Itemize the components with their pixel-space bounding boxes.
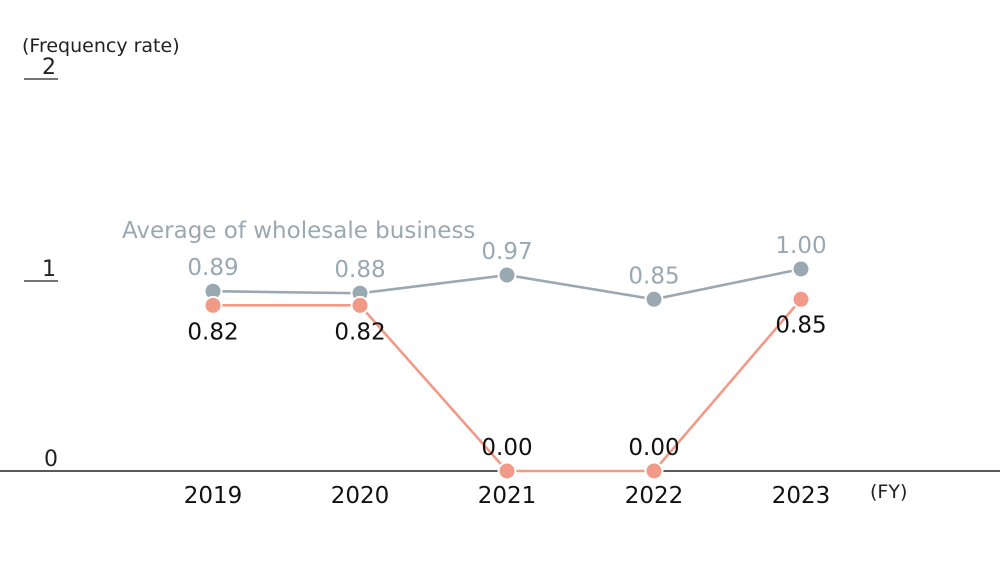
data-label-s1-2022: 0.00 bbox=[628, 435, 679, 461]
data-label-s0-2023: 1.00 bbox=[775, 233, 826, 259]
data-point-s1-2022 bbox=[644, 461, 664, 481]
series-name-label-0: Average of wholesale business bbox=[122, 218, 475, 244]
x-tick-label-2023: 2023 bbox=[772, 483, 831, 509]
data-point-s1-2020 bbox=[350, 295, 370, 315]
data-point-s0-2021 bbox=[497, 265, 517, 285]
data-point-s0-2023 bbox=[791, 259, 811, 279]
data-label-s1-2023: 0.85 bbox=[775, 312, 826, 338]
data-point-s0-2022 bbox=[644, 289, 664, 309]
data-label-s0-2021: 0.97 bbox=[481, 239, 532, 265]
data-label-s1-2020: 0.82 bbox=[334, 319, 385, 345]
y-axis-title: (Frequency rate) bbox=[22, 35, 180, 57]
data-label-s0-2022: 0.85 bbox=[628, 263, 679, 289]
y-tick-label-2: 2 bbox=[42, 55, 56, 80]
data-label-s1-2019: 0.82 bbox=[187, 319, 238, 345]
data-label-s1-2021: 0.00 bbox=[481, 435, 532, 461]
x-axis-title: (FY) bbox=[870, 481, 907, 503]
data-point-s1-2023 bbox=[791, 289, 811, 309]
data-label-s0-2019: 0.89 bbox=[187, 255, 238, 281]
data-point-s1-2021 bbox=[497, 461, 517, 481]
data-label-s0-2020: 0.88 bbox=[334, 257, 385, 283]
x-tick-label-2019: 2019 bbox=[184, 483, 243, 509]
y-tick-label-0: 0 bbox=[44, 447, 58, 472]
data-point-s1-2019 bbox=[203, 295, 223, 315]
y-tick-label-1: 1 bbox=[42, 257, 56, 282]
x-tick-label-2020: 2020 bbox=[331, 483, 390, 509]
x-tick-label-2021: 2021 bbox=[478, 483, 537, 509]
x-tick-label-2022: 2022 bbox=[625, 483, 684, 509]
